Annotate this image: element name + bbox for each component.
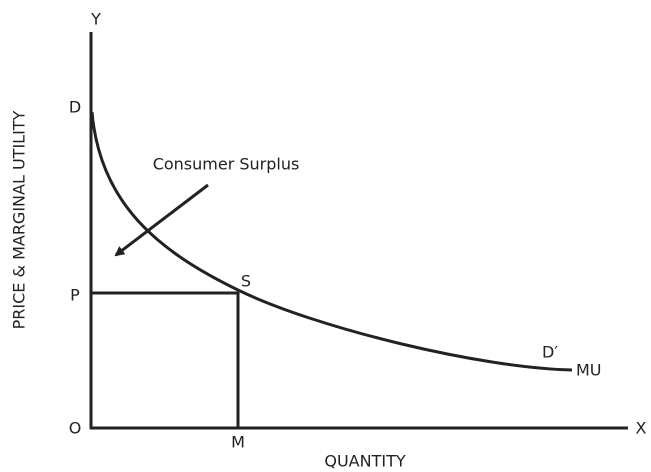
y-end-label: Y bbox=[90, 10, 101, 29]
mu-curve bbox=[90, 111, 573, 372]
point-label: P bbox=[70, 286, 80, 305]
y-axis-label: PRICE & MARGINAL UTILITY bbox=[10, 110, 29, 329]
arrow bbox=[114, 183, 209, 257]
point-label: D′ bbox=[542, 343, 558, 362]
point-label: S bbox=[241, 272, 251, 291]
annotation: Consumer Surplus bbox=[153, 155, 300, 174]
curve-label: MU bbox=[576, 361, 602, 380]
point-label: D bbox=[69, 98, 81, 117]
x-end-label: X bbox=[636, 419, 647, 438]
x-axis-label: QUANTITY bbox=[324, 452, 405, 471]
origin-label: O bbox=[69, 419, 82, 438]
point-label: M bbox=[231, 433, 245, 452]
